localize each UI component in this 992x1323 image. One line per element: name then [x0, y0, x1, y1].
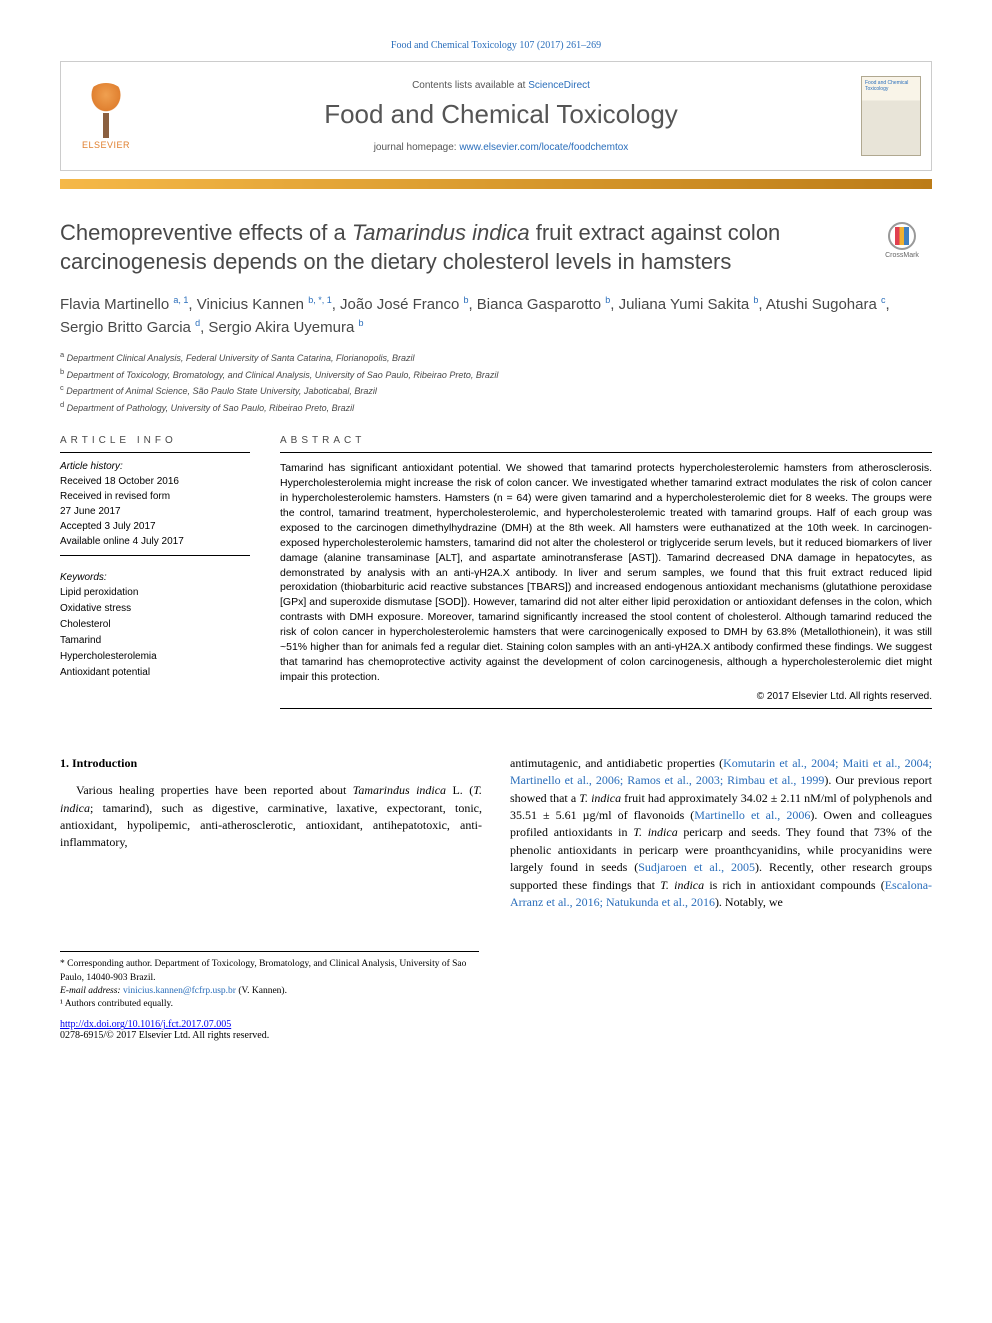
abstract-text: Tamarind has significant antioxidant pot… — [280, 461, 932, 685]
keywords-list: Lipid peroxidationOxidative stressCholes… — [60, 585, 250, 681]
keywords-label: Keywords: — [60, 572, 250, 583]
contents-prefix: Contents lists available at — [412, 80, 528, 91]
column-right: antimutagenic, and antidiabetic properti… — [510, 755, 932, 912]
email-link[interactable]: vinicius.kannen@fcfrp.usp.br — [123, 986, 236, 996]
equal-contribution-note: ¹ Authors contributed equally. — [60, 998, 479, 1011]
citation-link[interactable]: Sudjaroen et al., 2005 — [638, 860, 755, 874]
elsevier-tree-icon — [81, 83, 131, 138]
article-info-heading: ARTICLE INFO — [60, 435, 250, 446]
elsevier-label: ELSEVIER — [82, 140, 130, 150]
publisher-logo-cell: ELSEVIER — [61, 62, 151, 170]
doi-link[interactable]: http://dx.doi.org/10.1016/j.fct.2017.07.… — [60, 1019, 231, 1030]
sciencedirect-link[interactable]: ScienceDirect — [528, 80, 590, 91]
corresponding-author-note: * Corresponding author. Department of To… — [60, 958, 479, 985]
article-title: Chemopreventive effects of a Tamarindus … — [60, 219, 852, 276]
section-1-heading: 1. Introduction — [60, 755, 482, 772]
homepage-prefix: journal homepage: — [374, 142, 460, 153]
abstract-heading: ABSTRACT — [280, 435, 932, 446]
authors-list: Flavia Martinello a, 1, Vinicius Kannen … — [60, 294, 932, 339]
article-info-column: ARTICLE INFO Article history: Received 1… — [60, 435, 250, 715]
affiliations-list: a Department Clinical Analysis, Federal … — [60, 349, 932, 415]
divider — [60, 452, 250, 453]
intro-paragraph-1: Various healing properties have been rep… — [60, 782, 482, 852]
homepage-link[interactable]: www.elsevier.com/locate/foodchemtox — [459, 142, 628, 153]
title-pre: Chemopreventive effects of a — [60, 220, 352, 245]
divider — [60, 555, 250, 556]
contents-available: Contents lists available at ScienceDirec… — [412, 80, 590, 91]
masthead: ELSEVIER Contents lists available at Sci… — [60, 61, 932, 171]
title-italic: Tamarindus indica — [352, 220, 530, 245]
elsevier-logo: ELSEVIER — [71, 76, 141, 156]
divider — [280, 452, 932, 453]
crossmark-icon — [888, 222, 916, 250]
history-label: Article history: — [60, 461, 250, 472]
crossmark-badge[interactable]: CrossMark — [872, 219, 932, 261]
column-left: 1. Introduction Various healing properti… — [60, 755, 482, 912]
gradient-divider — [60, 179, 932, 189]
journal-homepage: journal homepage: www.elsevier.com/locat… — [374, 142, 629, 153]
journal-cover-thumbnail: Food and Chemical Toxicology — [861, 76, 921, 156]
email-line: E-mail address: vinicius.kannen@fcfrp.us… — [60, 985, 479, 998]
body-columns: 1. Introduction Various healing properti… — [60, 755, 932, 912]
history-text: Received 18 October 2016Received in revi… — [60, 474, 250, 549]
abstract-column: ABSTRACT Tamarind has significant antiox… — [280, 435, 932, 715]
intro-paragraph-2: antimutagenic, and antidiabetic properti… — [510, 755, 932, 912]
abstract-copyright: © 2017 Elsevier Ltd. All rights reserved… — [280, 691, 932, 702]
header-citation: Food and Chemical Toxicology 107 (2017) … — [60, 40, 932, 51]
journal-cover-cell: Food and Chemical Toxicology — [851, 62, 931, 170]
crossmark-label: CrossMark — [885, 252, 919, 259]
divider — [280, 708, 932, 709]
journal-name: Food and Chemical Toxicology — [324, 99, 678, 130]
issn-line: 0278-6915/© 2017 Elsevier Ltd. All right… — [60, 1030, 932, 1041]
footnotes: * Corresponding author. Department of To… — [60, 951, 479, 1011]
masthead-center: Contents lists available at ScienceDirec… — [151, 62, 851, 170]
doi-line: http://dx.doi.org/10.1016/j.fct.2017.07.… — [60, 1019, 932, 1030]
citation-link[interactable]: Martinello et al., 2006 — [694, 808, 810, 822]
